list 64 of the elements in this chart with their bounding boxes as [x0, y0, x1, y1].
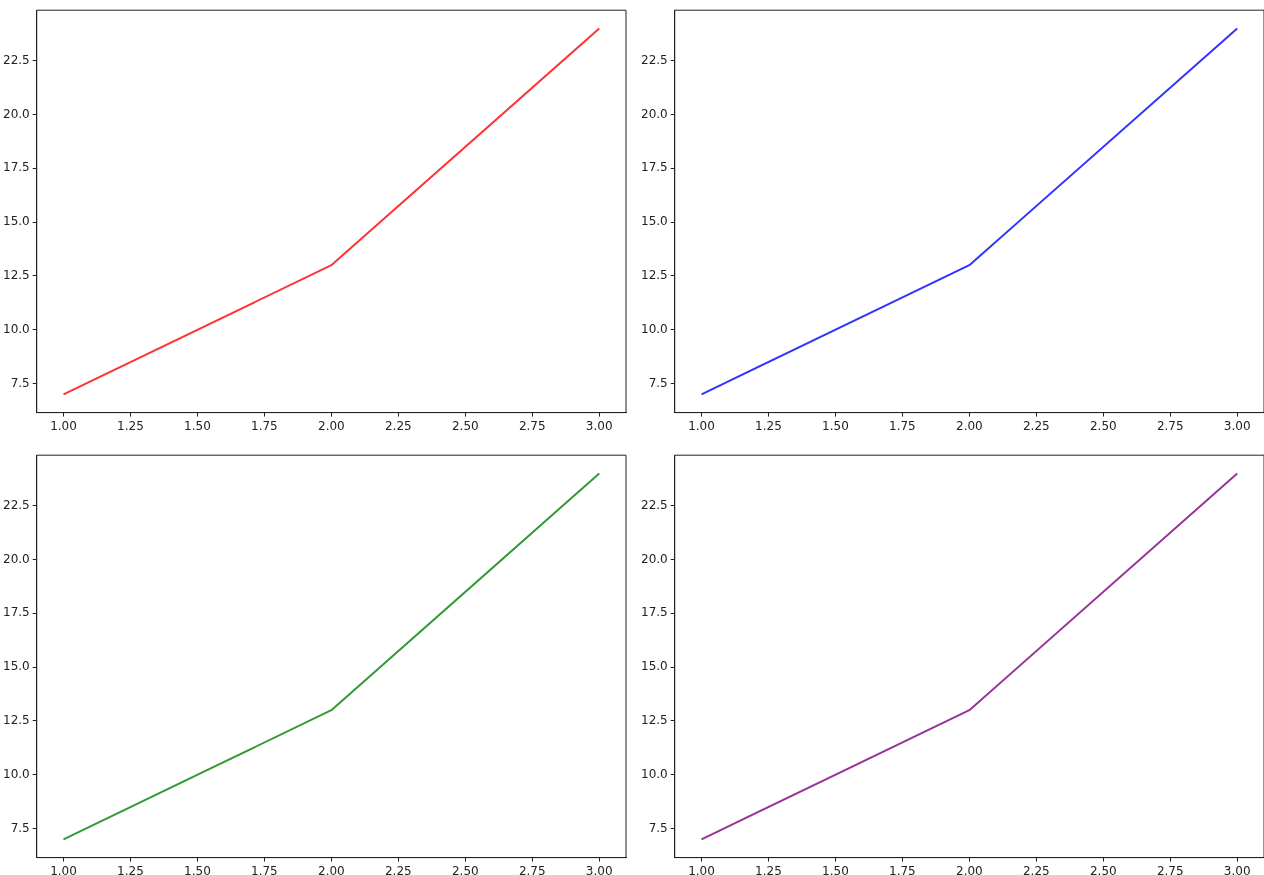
y-tick-label: 7.5: [648, 375, 668, 390]
x-tick-label: 2.00: [318, 418, 345, 433]
x-tick-label: 2.50: [1089, 418, 1117, 433]
y-tick-label: 10.0: [641, 321, 668, 336]
x-tick-label: 1.25: [755, 863, 782, 875]
x-tick-label: 2.25: [1022, 863, 1050, 875]
x-tick-label: 2.25: [1022, 418, 1050, 433]
x-tick-label: 1.00: [50, 863, 77, 875]
y-tick-label: 15.0: [641, 214, 668, 229]
y-tick-label: 22.5: [641, 497, 668, 512]
x-tick-label: 2.75: [1156, 418, 1184, 433]
x-tick-label: 2.00: [956, 418, 983, 433]
y-tick-label: 12.5: [3, 713, 30, 728]
x-tick-label: 2.75: [518, 418, 546, 433]
x-tick-label: 1.00: [50, 418, 77, 433]
y-tick-label: 15.0: [3, 214, 30, 229]
y-tick-label: 17.5: [3, 605, 30, 620]
y-tick-label: 22.5: [3, 497, 30, 512]
y-tick-label: 15.0: [641, 659, 668, 674]
y-tick-label: 10.0: [3, 321, 30, 336]
y-tick-label: 10.0: [641, 766, 668, 781]
x-tick-label: 2.25: [384, 863, 412, 875]
y-tick-label: 12.5: [3, 268, 30, 283]
y-tick-label: 20.0: [641, 551, 668, 566]
x-tick-label: 2.50: [451, 863, 479, 875]
y-tick-label: 15.0: [3, 659, 30, 674]
x-tick-label: 2.00: [318, 863, 345, 875]
x-tick-label: 2.50: [1089, 863, 1117, 875]
x-tick-label: 1.50: [822, 418, 849, 433]
y-tick-label: 10.0: [3, 766, 30, 781]
y-tick-label: 20.0: [3, 106, 30, 121]
y-tick-label: 20.0: [641, 106, 668, 121]
x-tick-label: 2.00: [956, 863, 983, 875]
y-tick-label: 22.5: [641, 52, 668, 67]
x-tick-label: 3.00: [1223, 418, 1251, 433]
x-tick-label: 1.75: [251, 863, 278, 875]
x-tick-label: 3.00: [1223, 863, 1251, 875]
x-tick-label: 1.00: [688, 418, 715, 433]
x-tick-label: 1.50: [184, 418, 211, 433]
x-tick-label: 1.25: [755, 418, 782, 433]
x-tick-label: 1.75: [889, 418, 916, 433]
x-tick-label: 3.00: [585, 863, 613, 875]
x-tick-label: 1.00: [688, 863, 715, 875]
y-tick-label: 22.5: [3, 52, 30, 67]
x-tick-label: 2.75: [518, 863, 546, 875]
x-tick-label: 1.25: [117, 863, 144, 875]
x-tick-label: 2.50: [451, 418, 479, 433]
x-tick-label: 2.25: [384, 418, 412, 433]
x-tick-label: 2.75: [1156, 863, 1184, 875]
y-tick-label: 7.5: [10, 375, 30, 390]
x-tick-label: 1.50: [822, 863, 849, 875]
x-tick-label: 1.75: [889, 863, 916, 875]
y-tick-label: 17.5: [641, 160, 668, 175]
x-tick-label: 1.50: [184, 863, 211, 875]
y-tick-label: 7.5: [10, 820, 30, 835]
x-tick-label: 3.00: [585, 418, 613, 433]
x-tick-label: 1.75: [251, 418, 278, 433]
y-tick-label: 17.5: [641, 605, 668, 620]
y-tick-label: 12.5: [641, 268, 668, 283]
y-tick-label: 12.5: [641, 713, 668, 728]
y-tick-label: 20.0: [3, 551, 30, 566]
y-tick-label: 7.5: [648, 820, 668, 835]
x-tick-label: 1.25: [117, 418, 144, 433]
y-tick-label: 17.5: [3, 160, 30, 175]
